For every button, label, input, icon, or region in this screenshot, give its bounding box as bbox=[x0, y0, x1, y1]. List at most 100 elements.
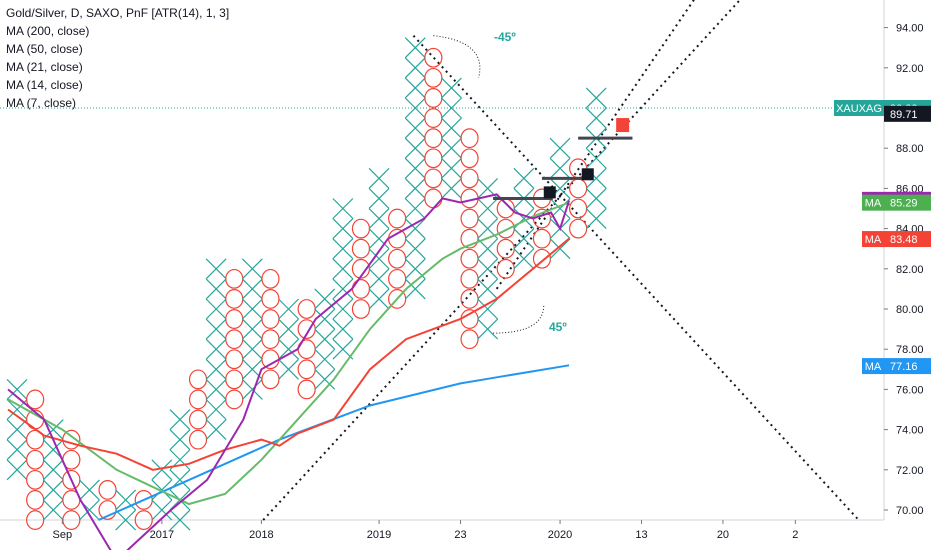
x-box bbox=[332, 238, 354, 260]
markers bbox=[493, 118, 633, 200]
o-box bbox=[261, 329, 280, 350]
x-box bbox=[151, 499, 173, 521]
x-box bbox=[205, 399, 227, 420]
legend-ma-14[interactable]: MA (14, close) bbox=[6, 78, 83, 92]
x-box bbox=[404, 117, 426, 139]
x-tick-label: Sep bbox=[53, 529, 73, 541]
o-box bbox=[424, 108, 443, 128]
o-box bbox=[388, 248, 407, 269]
x-box bbox=[241, 338, 263, 360]
x-tick-label: 2017 bbox=[150, 529, 174, 541]
o-box bbox=[424, 128, 443, 149]
legend-ma-200[interactable]: MA (200, close) bbox=[6, 24, 90, 38]
x-box bbox=[585, 147, 607, 169]
o-box bbox=[261, 268, 280, 289]
price-axis[interactable]: 70.0072.0074.0076.0078.0080.0082.0084.00… bbox=[884, 23, 924, 517]
x-box bbox=[6, 459, 28, 481]
o-box bbox=[188, 409, 208, 430]
x-box bbox=[278, 358, 299, 380]
o-box bbox=[424, 47, 443, 68]
legend-title[interactable]: Gold/Silver, D, SAXO, PnF [ATR(14), 1, 3… bbox=[6, 6, 230, 20]
o-box bbox=[388, 228, 407, 249]
legend-ma-21[interactable]: MA (21, close) bbox=[6, 60, 83, 74]
o-box bbox=[26, 389, 45, 410]
x-box bbox=[404, 278, 426, 300]
x-box bbox=[169, 509, 191, 531]
x-tick-label: 2 bbox=[792, 529, 798, 541]
x-box bbox=[549, 137, 571, 159]
o-box bbox=[297, 379, 316, 400]
o-box bbox=[460, 268, 479, 289]
x-box bbox=[79, 479, 100, 501]
price-badges: XAUXAG90.0089.71MA85.43MA85.29MA83.48MA7… bbox=[834, 100, 931, 375]
legend-ma-7[interactable]: MA (7, close) bbox=[6, 96, 77, 110]
o-box bbox=[460, 329, 479, 350]
o-box bbox=[424, 168, 443, 189]
x-box bbox=[477, 238, 499, 260]
o-box bbox=[460, 309, 479, 329]
o-box bbox=[261, 289, 280, 309]
y-tick-label: 94.00 bbox=[896, 23, 924, 35]
y-tick-label: 72.00 bbox=[896, 465, 924, 477]
x-box bbox=[42, 459, 64, 481]
o-box bbox=[297, 299, 316, 319]
x-box bbox=[404, 57, 426, 79]
x-box bbox=[205, 278, 227, 300]
o-box bbox=[460, 248, 479, 269]
x-box bbox=[585, 107, 607, 129]
o-box bbox=[460, 128, 479, 149]
x-box bbox=[332, 278, 354, 300]
o-box bbox=[26, 490, 45, 510]
bullish-trendline-lower bbox=[262, 0, 742, 521]
y-tick-label: 74.00 bbox=[896, 425, 924, 437]
o-box bbox=[26, 449, 45, 470]
ma-line bbox=[7, 237, 570, 471]
chart-legend: Gold/Silver, D, SAXO, PnF [ATR(14), 1, 3… bbox=[6, 4, 229, 112]
x-box bbox=[368, 288, 390, 310]
x-box bbox=[278, 318, 299, 340]
x-box bbox=[513, 248, 535, 270]
x-box bbox=[549, 238, 571, 260]
o-box bbox=[261, 349, 280, 370]
x-box bbox=[332, 198, 354, 219]
legend-ma-50[interactable]: MA (50, close) bbox=[6, 42, 83, 56]
x-box bbox=[477, 318, 499, 340]
x-tick-label: 2018 bbox=[249, 529, 273, 541]
grid bbox=[0, 0, 885, 521]
o-box bbox=[388, 208, 407, 229]
x-box bbox=[278, 338, 299, 360]
x-box bbox=[6, 378, 28, 400]
o-box bbox=[98, 480, 117, 500]
x-box bbox=[585, 208, 607, 229]
x-tick-label: 13 bbox=[635, 529, 647, 541]
o-box bbox=[496, 258, 515, 279]
badge-label: MA bbox=[865, 361, 882, 373]
x-box bbox=[205, 378, 227, 400]
x-box bbox=[368, 208, 390, 229]
x-box bbox=[42, 499, 64, 521]
x-box bbox=[151, 459, 173, 481]
x-box bbox=[404, 37, 426, 59]
x-box bbox=[441, 77, 462, 99]
o-box bbox=[297, 359, 316, 380]
y-tick-label: 78.00 bbox=[896, 344, 924, 356]
time-axis[interactable]: Sep 2017 2018 2019 23 2020 13 20 2 bbox=[53, 520, 799, 541]
x-box bbox=[205, 338, 227, 360]
badge-value-bg bbox=[884, 358, 931, 375]
badge-label-bg bbox=[862, 194, 884, 211]
badge-value-bg bbox=[884, 105, 931, 122]
x-box bbox=[441, 117, 462, 139]
x-box bbox=[441, 137, 462, 159]
x-box bbox=[441, 177, 462, 199]
x-box bbox=[404, 218, 426, 240]
badge-value: 85.29 bbox=[890, 198, 918, 210]
o-box bbox=[351, 218, 371, 239]
angle-annotation-upper: -45º bbox=[494, 30, 516, 44]
x-box bbox=[368, 268, 390, 290]
o-box bbox=[569, 218, 588, 239]
x-box bbox=[169, 429, 191, 451]
o-box bbox=[261, 309, 280, 329]
x-box bbox=[6, 439, 28, 461]
y-tick-label: 82.00 bbox=[896, 264, 924, 276]
